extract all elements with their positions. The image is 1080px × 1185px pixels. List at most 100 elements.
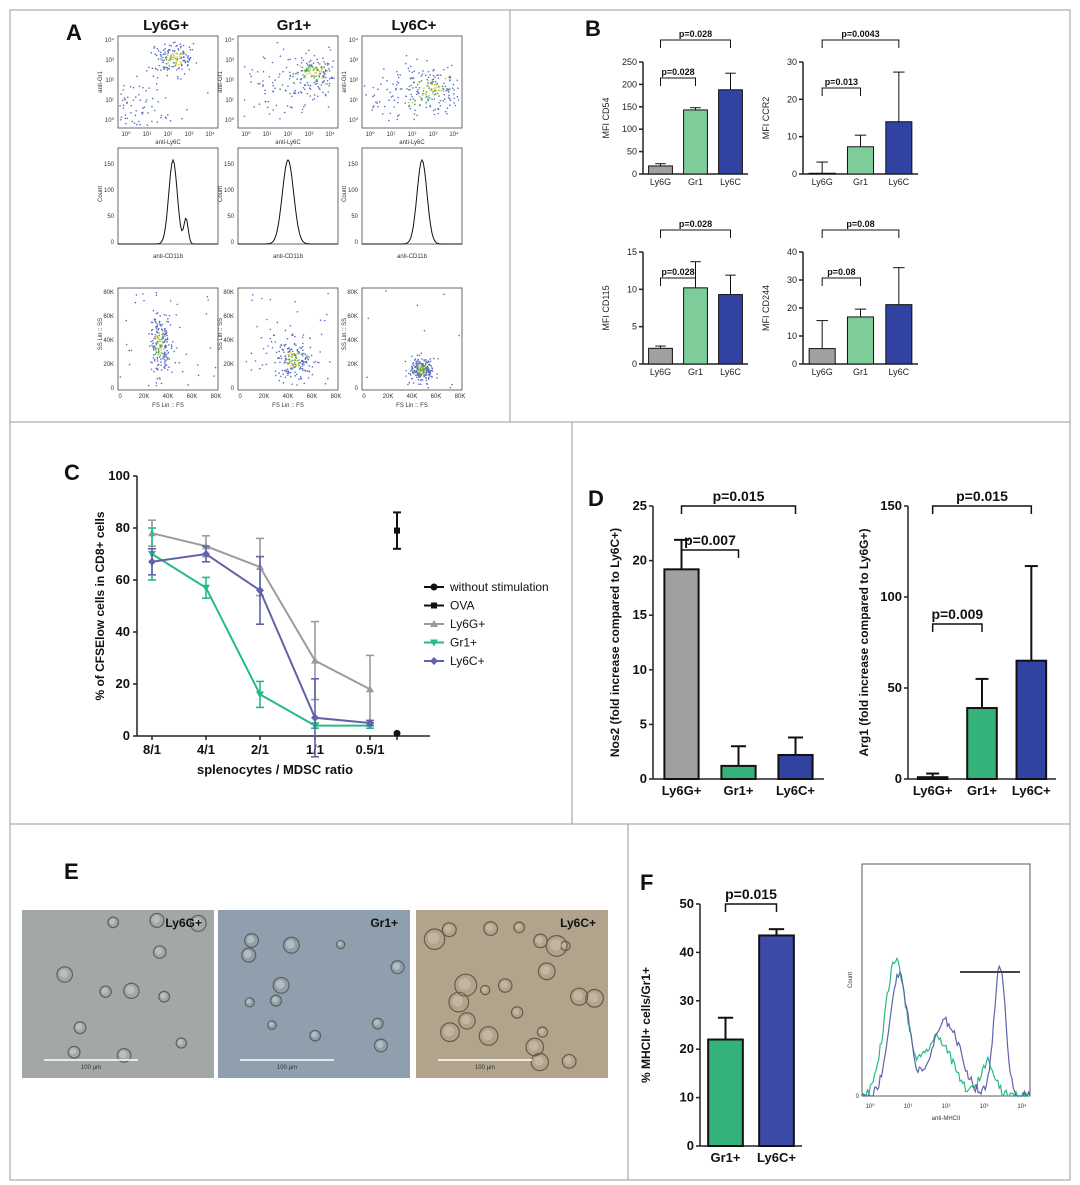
fs-ss-dot xyxy=(187,384,189,386)
fs-ss-dot xyxy=(451,383,453,386)
scatter-dot xyxy=(119,118,122,121)
row1-x-tick: 10¹ xyxy=(263,132,272,138)
row3-x-tick: 20K xyxy=(259,394,270,400)
fs-ss-dot xyxy=(167,321,170,323)
fs-ss-dot xyxy=(285,369,287,371)
y-tick-label: 0 xyxy=(687,1138,694,1153)
fs-ss-dot xyxy=(265,352,268,355)
scatter-dot xyxy=(172,54,175,56)
p-value-label: p=0.015 xyxy=(956,488,1008,504)
scatter-dot xyxy=(160,114,163,117)
scatter-dot xyxy=(309,84,312,87)
comparison-bracket xyxy=(821,87,861,96)
fs-ss-dot xyxy=(430,375,433,378)
scatter-dot xyxy=(166,52,169,55)
fs-ss-dot xyxy=(418,360,421,363)
scatter-dot xyxy=(396,115,399,117)
scatter-dot xyxy=(322,57,324,59)
fs-ss-dot xyxy=(288,361,291,363)
scatter-dot xyxy=(397,73,399,76)
fs-ss-dot xyxy=(428,373,430,376)
scatter-dot xyxy=(411,95,413,98)
row1-x-tick: 10³ xyxy=(429,132,438,138)
fs-ss-dot xyxy=(269,298,272,301)
scatter-dot xyxy=(314,75,316,77)
row1-x-tick: 10² xyxy=(408,132,417,138)
scatter-dot xyxy=(434,81,437,83)
bar-gr1 xyxy=(683,287,708,365)
scatter-dot xyxy=(162,49,165,51)
scatter-dot xyxy=(400,88,403,90)
scatter-dot xyxy=(292,73,295,75)
cell xyxy=(533,933,548,949)
scatter-dot xyxy=(119,105,121,107)
scatter-dot xyxy=(388,119,390,122)
row2-x-label: anti-CD11b xyxy=(397,254,428,260)
fs-ss-dot xyxy=(176,303,179,306)
scatter-dot xyxy=(424,74,427,77)
scatter-dot xyxy=(150,51,153,54)
scatter-dot xyxy=(243,115,246,118)
fs-ss-dot xyxy=(418,375,421,378)
fs-ss-dot xyxy=(175,347,178,349)
scatter-dot xyxy=(423,87,425,89)
scatter-dot xyxy=(328,46,330,49)
fs-ss-dot xyxy=(294,359,296,362)
scatter-dot xyxy=(154,67,157,70)
y-axis-label: MFI CD244 xyxy=(761,285,771,331)
scatter-dot xyxy=(394,88,397,91)
scatter-dot xyxy=(296,71,299,74)
fs-ss-dot xyxy=(405,370,407,372)
scatter-dot xyxy=(331,66,333,68)
scatter-dot xyxy=(365,94,367,96)
scatter-dot xyxy=(153,45,156,48)
fs-ss-dot xyxy=(286,368,289,371)
scatter-dot xyxy=(134,96,137,98)
scatter-dot xyxy=(313,68,316,70)
scatter-dot xyxy=(184,61,187,64)
scatter-dot xyxy=(324,93,327,96)
scatter-dot xyxy=(324,73,326,75)
row2-y-tick: 100 xyxy=(348,188,359,194)
fs-ss-dot xyxy=(290,348,293,351)
scatter-dot xyxy=(372,95,374,98)
scatter-dot xyxy=(271,81,274,84)
scatter-dot xyxy=(314,71,316,74)
scatter-dot xyxy=(168,44,171,47)
scatter-dot xyxy=(182,50,184,53)
x-tick-label: Ly6C xyxy=(720,177,741,187)
fs-ss-dot xyxy=(429,373,431,375)
fs-ss-dot xyxy=(266,318,268,321)
scatter-dot xyxy=(326,79,329,82)
scatter-dot xyxy=(163,59,165,62)
cell xyxy=(241,947,257,963)
fs-ss-dot xyxy=(207,299,209,301)
x-axis-label: splenocytes / MDSC ratio xyxy=(197,762,353,777)
scatter-dot xyxy=(305,67,308,70)
fs-ss-dot xyxy=(155,338,157,340)
fs-ss-dot xyxy=(125,343,128,346)
scatter-dot xyxy=(409,65,412,68)
fs-ss-dot xyxy=(152,346,154,348)
y-tick-label: 20 xyxy=(787,94,797,104)
scatter-dot xyxy=(153,109,156,112)
cell xyxy=(269,994,283,1007)
scatter-dot xyxy=(264,57,266,60)
scatter-dot xyxy=(177,77,179,80)
fs-ss-dot xyxy=(155,327,158,330)
scatter-dot xyxy=(438,101,441,104)
scatter-dot xyxy=(413,70,416,73)
fs-ss-dot xyxy=(299,362,301,364)
scatter-dot xyxy=(315,67,318,69)
scatter-dot xyxy=(188,46,191,48)
fs-ss-dot xyxy=(436,373,438,375)
cell xyxy=(545,935,568,957)
fs-ss-dot xyxy=(168,314,171,317)
fs-ss-dot xyxy=(427,360,429,362)
scatter-dot xyxy=(433,98,436,100)
scatter-dot xyxy=(168,68,171,70)
y-tick-label: 5 xyxy=(640,716,647,731)
scatter-dot xyxy=(420,97,422,99)
fs-ss-dot xyxy=(155,321,157,323)
fs-ss-dot xyxy=(426,367,429,370)
